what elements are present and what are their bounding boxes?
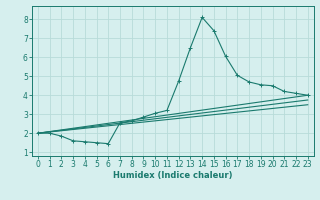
- X-axis label: Humidex (Indice chaleur): Humidex (Indice chaleur): [113, 171, 233, 180]
